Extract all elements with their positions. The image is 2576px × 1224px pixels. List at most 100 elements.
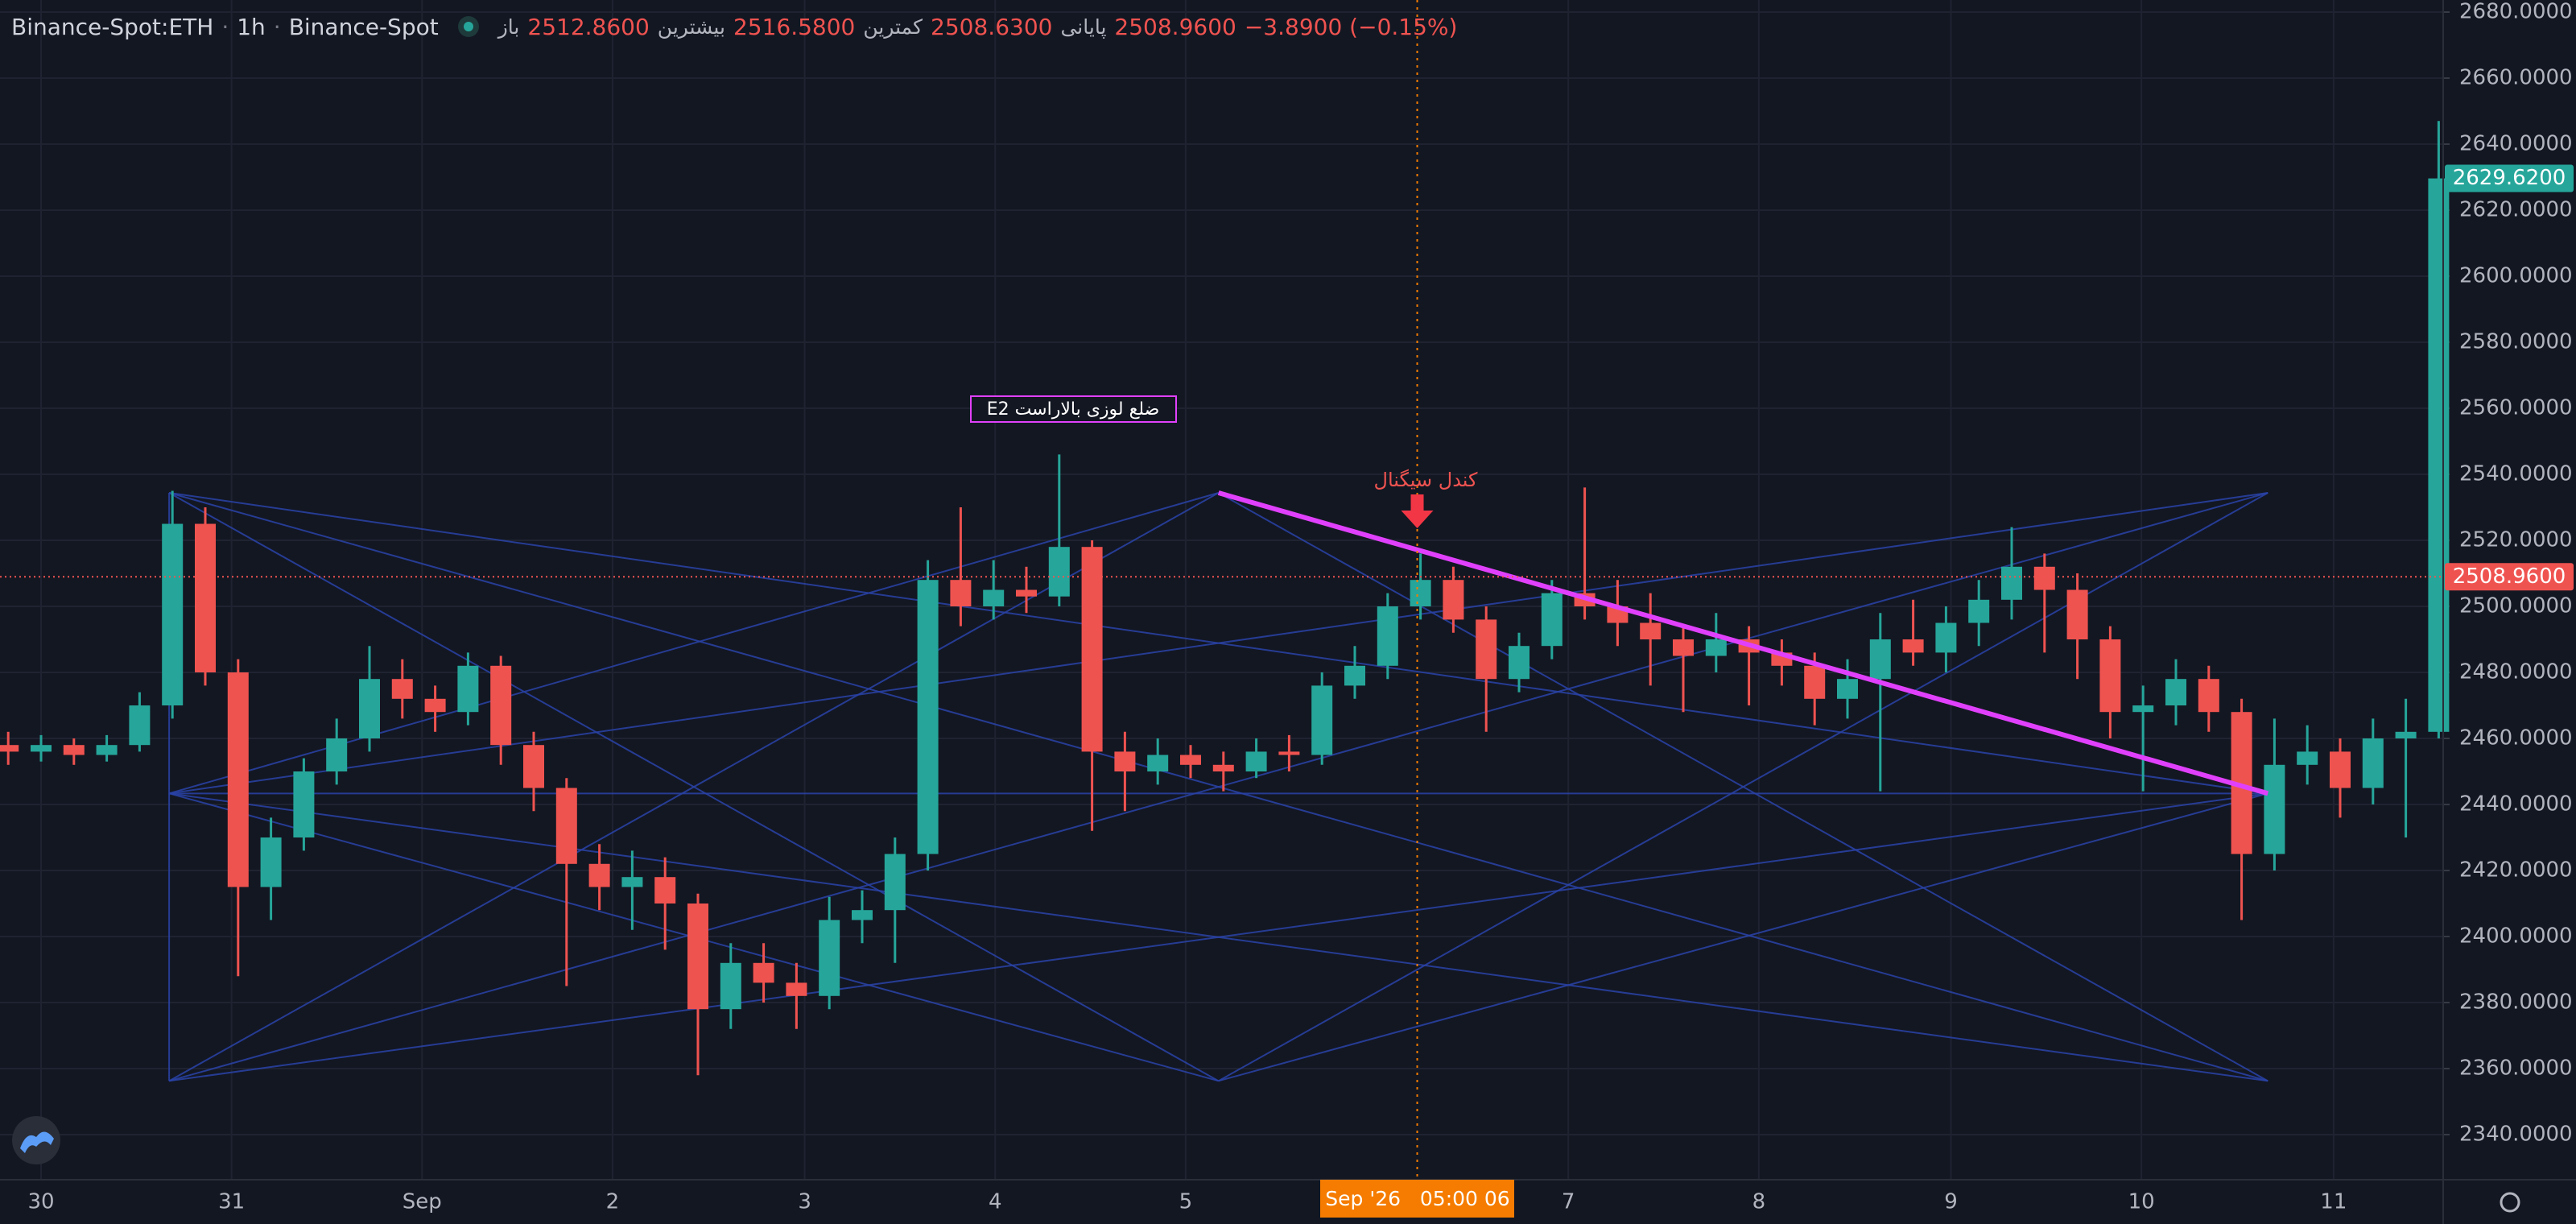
- candle-body: [1509, 646, 1530, 680]
- candle-body: [983, 589, 1005, 606]
- candle-body: [1935, 622, 1957, 653]
- candle-body: [2001, 566, 2022, 600]
- exchange: Binance-Spot: [288, 13, 439, 40]
- candle-body: [2362, 738, 2384, 788]
- y-tick-label: 2540.0000: [2459, 462, 2573, 486]
- x-tick-label: 4: [989, 1190, 1002, 1214]
- last-price-label: 2629.6200: [2453, 166, 2566, 190]
- high-value: 2516.5800: [733, 13, 856, 40]
- candle-body: [2264, 764, 2285, 854]
- interval[interactable]: 1h: [237, 13, 266, 40]
- candle-body: [654, 877, 676, 904]
- pattern-line: [168, 492, 1220, 1082]
- candle-body: [326, 738, 348, 771]
- candle-body: [2033, 566, 2055, 590]
- candle-body: [0, 745, 19, 752]
- candle-body: [1541, 593, 1563, 647]
- candle-body: [917, 580, 939, 854]
- candle-body: [1278, 751, 1300, 755]
- settings-icon[interactable]: [2500, 1192, 2520, 1213]
- logo-mark: [20, 1131, 54, 1153]
- candle-body: [753, 962, 774, 983]
- candle-body: [819, 920, 840, 996]
- candle-body: [424, 698, 446, 713]
- x-tick-label: 3: [798, 1190, 811, 1214]
- candle-body: [1968, 599, 1990, 623]
- candle-body: [457, 665, 479, 713]
- candle-body: [1344, 665, 1365, 686]
- candle-body: [1410, 580, 1431, 606]
- close-value: 2508.9600: [1114, 13, 1236, 40]
- y-tick-label: 2340.0000: [2459, 1122, 2573, 1146]
- x-tick-label: Sep: [402, 1190, 442, 1214]
- pattern-line: [1218, 792, 2268, 1082]
- status-dot: [457, 16, 479, 37]
- y-tick-label: 2640.0000: [2459, 132, 2573, 156]
- y-tick-label: 2440.0000: [2459, 792, 2573, 816]
- candle-body: [391, 679, 413, 699]
- candle-body: [1705, 639, 1727, 656]
- x-tick-label: 11: [2320, 1190, 2347, 1214]
- low-label: کمترین: [863, 14, 923, 39]
- x-tick-label: 2: [606, 1190, 620, 1214]
- candle-body: [96, 745, 118, 755]
- candle-body: [195, 523, 216, 672]
- candle-body: [359, 679, 380, 738]
- last-price-box: [2445, 164, 2574, 192]
- y-tick-label: 2580.0000: [2459, 330, 2573, 354]
- x-tick-label: 31: [218, 1190, 245, 1214]
- y-tick-label: 2400.0000: [2459, 924, 2573, 948]
- y-tick-label: 2500.0000: [2459, 593, 2573, 618]
- pattern-label-box: [970, 395, 1177, 423]
- candle-body: [523, 745, 544, 788]
- candle-body: [1476, 619, 1497, 680]
- candle-body: [1902, 639, 1924, 653]
- symbol[interactable]: Binance-Spot:ETH: [11, 13, 214, 40]
- candle-body: [2132, 705, 2154, 713]
- y-tick-label: 2360.0000: [2459, 1056, 2573, 1080]
- legend-header: Binance-Spot:ETH · 1h · Binance-Spot باز…: [11, 10, 1457, 43]
- candle-body: [1869, 639, 1891, 680]
- separator: ·: [273, 13, 281, 40]
- pattern-line: [168, 792, 2268, 1082]
- pattern-line: [168, 492, 2268, 795]
- candle-body: [555, 788, 577, 864]
- candle-body: [1245, 751, 1267, 771]
- reference-price-label: 2508.9600: [2453, 564, 2566, 589]
- candle-body: [1114, 751, 1136, 771]
- separator: ·: [221, 13, 229, 40]
- open-value: 2512.8600: [527, 13, 650, 40]
- candle-body: [1443, 580, 1464, 620]
- reference-price-box: [2445, 563, 2574, 591]
- y-tick-label: 2680.0000: [2459, 0, 2573, 24]
- candle-body: [2099, 639, 2121, 713]
- candle-body: [884, 854, 906, 911]
- candle-body: [621, 877, 643, 887]
- candle-body: [720, 962, 741, 1010]
- high-label: بیشترین: [657, 14, 725, 39]
- x-tick-label: 8: [1752, 1190, 1766, 1214]
- signal-label: کندل سیگنال: [1374, 469, 1479, 491]
- y-tick-label: 2480.0000: [2459, 660, 2573, 684]
- candle-body: [1673, 639, 1694, 656]
- trend-line: [1217, 490, 2269, 796]
- y-tick-label: 2600.0000: [2459, 264, 2573, 288]
- time-axis-bg: [0, 1180, 2576, 1224]
- x-tick-label: 10: [2128, 1190, 2155, 1214]
- x-tick-label: 30: [27, 1190, 54, 1214]
- y-tick-label: 2380.0000: [2459, 990, 2573, 1014]
- candle-body: [129, 705, 151, 746]
- candle-body: [260, 837, 282, 887]
- candle-body: [1180, 755, 1201, 765]
- x-tick-label: 9: [1944, 1190, 1958, 1214]
- candle-body: [1640, 622, 1662, 639]
- candle-body: [2395, 731, 2417, 738]
- candle-body: [1048, 547, 1070, 597]
- y-tick-label: 2520.0000: [2459, 528, 2573, 552]
- candle-body: [490, 665, 512, 746]
- candle-body: [2330, 751, 2351, 788]
- low-value: 2508.6300: [931, 13, 1053, 40]
- candle-body: [852, 910, 873, 920]
